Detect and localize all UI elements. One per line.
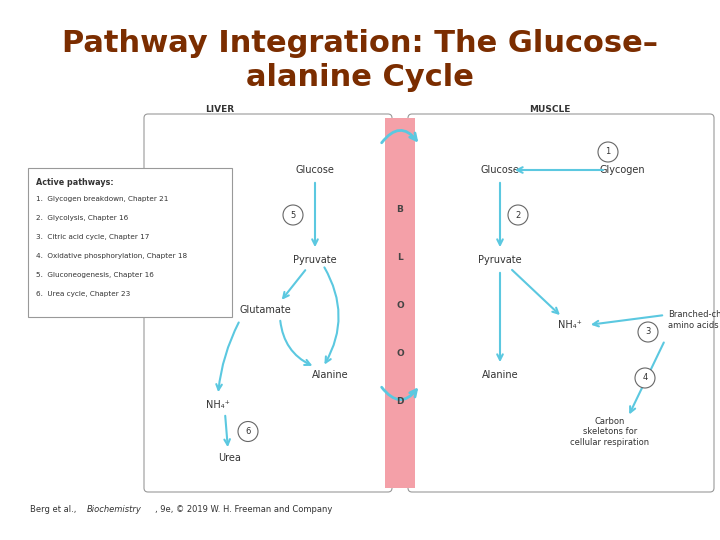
Circle shape bbox=[508, 205, 528, 225]
Text: 3: 3 bbox=[645, 327, 651, 336]
Text: LIVER: LIVER bbox=[205, 105, 235, 114]
Text: 2.  Glycolysis, Chapter 16: 2. Glycolysis, Chapter 16 bbox=[36, 215, 128, 221]
Text: Biochemistry: Biochemistry bbox=[87, 505, 142, 515]
Text: Glutamate: Glutamate bbox=[239, 305, 291, 315]
Text: Alanine: Alanine bbox=[312, 370, 348, 380]
Text: D: D bbox=[396, 397, 404, 407]
Circle shape bbox=[238, 422, 258, 442]
Text: Berg et al.,: Berg et al., bbox=[30, 505, 79, 515]
Text: Glucose: Glucose bbox=[480, 165, 519, 175]
Text: O: O bbox=[396, 301, 404, 310]
Text: Branched-chain
amino acids: Branched-chain amino acids bbox=[668, 310, 720, 330]
Text: Glucose: Glucose bbox=[296, 165, 334, 175]
Text: B: B bbox=[397, 206, 403, 214]
Text: 6.  Urea cycle, Chapter 23: 6. Urea cycle, Chapter 23 bbox=[36, 291, 130, 297]
Text: , 9e, © 2019 W. H. Freeman and Company: , 9e, © 2019 W. H. Freeman and Company bbox=[155, 505, 333, 515]
Circle shape bbox=[598, 142, 618, 162]
Bar bbox=[385, 118, 415, 488]
Circle shape bbox=[638, 322, 658, 342]
Text: Pathway Integration: The Glucose–: Pathway Integration: The Glucose– bbox=[62, 29, 658, 57]
Text: 3.  Citric acid cycle, Chapter 17: 3. Citric acid cycle, Chapter 17 bbox=[36, 234, 149, 240]
Text: 4.  Oxidative phosphorylation, Chapter 18: 4. Oxidative phosphorylation, Chapter 18 bbox=[36, 253, 187, 259]
Text: Alanine: Alanine bbox=[482, 370, 518, 380]
Text: O: O bbox=[396, 349, 404, 359]
Text: Carbon
skeletons for
cellular respiration: Carbon skeletons for cellular respiratio… bbox=[570, 417, 649, 447]
Text: Pyruvate: Pyruvate bbox=[293, 255, 337, 265]
Text: Urea: Urea bbox=[219, 453, 241, 463]
Text: MUSCLE: MUSCLE bbox=[529, 105, 571, 114]
Text: Glycogen: Glycogen bbox=[599, 165, 645, 175]
Text: alanine Cycle: alanine Cycle bbox=[246, 63, 474, 91]
Text: 1: 1 bbox=[606, 147, 611, 157]
Text: NH₄⁺: NH₄⁺ bbox=[558, 320, 582, 330]
Circle shape bbox=[283, 205, 303, 225]
Circle shape bbox=[635, 368, 655, 388]
Text: 5.  Gluconeogenesis, Chapter 16: 5. Gluconeogenesis, Chapter 16 bbox=[36, 272, 154, 278]
Text: 5: 5 bbox=[290, 211, 296, 219]
Text: L: L bbox=[397, 253, 403, 262]
FancyBboxPatch shape bbox=[28, 168, 232, 317]
Text: NH₄⁺: NH₄⁺ bbox=[206, 400, 230, 410]
Text: 6: 6 bbox=[246, 427, 251, 436]
Text: Active pathways:: Active pathways: bbox=[36, 178, 114, 187]
Text: Pyruvate: Pyruvate bbox=[478, 255, 522, 265]
Text: 1.  Glycogen breakdown, Chapter 21: 1. Glycogen breakdown, Chapter 21 bbox=[36, 196, 168, 202]
Text: 2: 2 bbox=[516, 211, 521, 219]
Text: 4: 4 bbox=[642, 374, 647, 382]
